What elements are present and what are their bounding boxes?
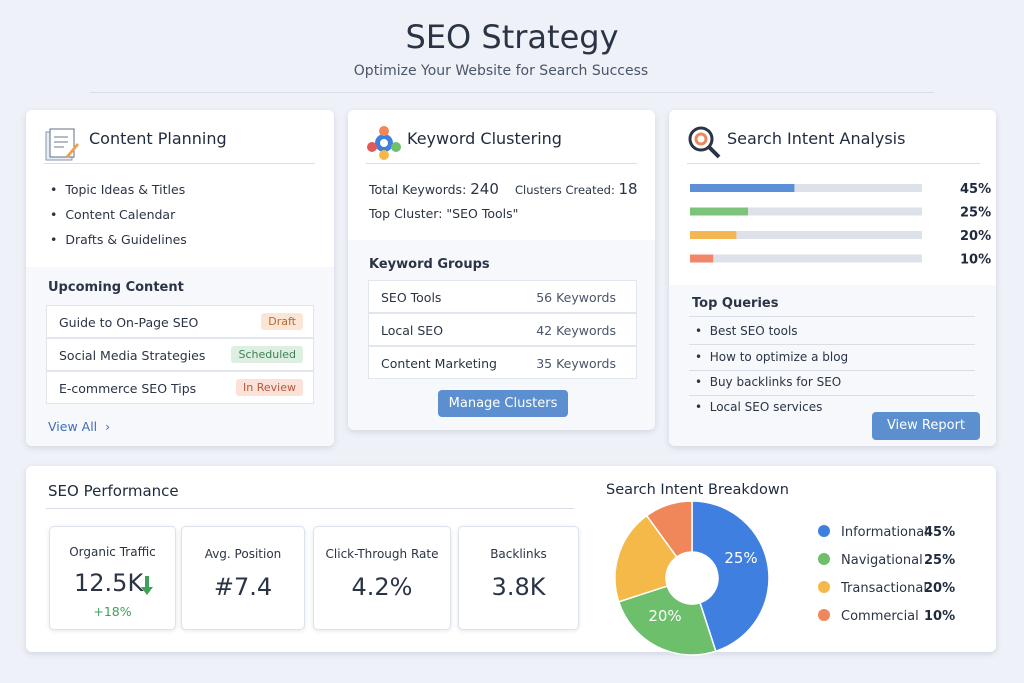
query-item: • Buy backlinks for SEO: [695, 375, 842, 389]
metric-change: +18%: [93, 604, 132, 619]
query-text: How to optimize a blog: [709, 350, 849, 364]
row-title: Guide to On-Page SEO: [59, 315, 199, 330]
group-count: 35 Keywords: [536, 356, 616, 371]
query-item: • How to optimize a blog: [695, 350, 849, 364]
metric-card: Avg. Position #7.4: [181, 526, 305, 630]
item-text: Topic Ideas & Titles: [65, 182, 186, 197]
group-row[interactable]: Content Marketing 35 Keywords: [368, 346, 637, 379]
stat: Top Cluster: "SEO Tools": [369, 206, 518, 221]
group-row[interactable]: SEO Tools 56 Keywords: [368, 280, 637, 313]
query-item: • Best SEO tools: [695, 324, 798, 338]
metric-label: Backlinks: [490, 547, 547, 561]
metric-value: 3.8K: [491, 573, 546, 601]
list-item: • Topic Ideas & Titles: [50, 182, 186, 197]
group-name: SEO Tools: [381, 290, 442, 305]
section-title: SEO Performance: [48, 482, 179, 500]
upcoming-row[interactable]: Guide to On-Page SEO Draft: [46, 305, 314, 338]
metric-label: Organic Traffic: [69, 545, 156, 559]
upcoming-row[interactable]: Social Media Strategies Scheduled: [46, 338, 314, 371]
metric-value: #7.4: [213, 573, 273, 601]
group-name: Local SEO: [381, 323, 444, 338]
section-title: Keyword Groups: [369, 257, 490, 272]
stat-label: Clusters Created:: [515, 183, 615, 197]
link-text: View All: [48, 419, 98, 434]
view-report-button[interactable]: View Report: [872, 412, 980, 440]
performance-card: SEO Performance Organic Traffic 12.5K +18%…: [26, 466, 996, 652]
metric-card: Backlinks 3.8K: [458, 526, 579, 630]
breakdown-title: Search Intent Breakdown: [606, 482, 789, 498]
row-title: E-commerce SEO Tips: [59, 381, 197, 396]
card-title: Keyword Clustering: [407, 129, 562, 148]
metric-value: 4.2%: [351, 573, 413, 601]
metric-card: Organic Traffic 12.5K +18%: [49, 526, 176, 630]
list-item: • Drafts & Guidelines: [50, 232, 187, 247]
stat-value: 240: [470, 180, 499, 198]
cluster-icon: [367, 126, 401, 160]
keyword-clustering-card: Keyword Clustering Total Keywords: 240 C…: [348, 110, 655, 430]
card-title: Content Planning: [89, 129, 227, 148]
stat-value: "SEO Tools": [446, 206, 519, 221]
down-arrow-icon: [141, 576, 153, 595]
group-count: 42 Keywords: [536, 323, 616, 338]
stat-value: 18: [618, 180, 638, 198]
view-all-link[interactable]: View All ›: [48, 419, 111, 434]
metric-label: Click-Through Rate: [325, 547, 439, 561]
item-text: Content Calendar: [65, 207, 176, 222]
metric-card: Click-Through Rate 4.2%: [313, 526, 451, 630]
notebook-icon: [45, 128, 79, 161]
stat-label: Total Keywords:: [369, 182, 467, 197]
group-row[interactable]: Local SEO 42 Keywords: [368, 313, 637, 346]
query-text: Best SEO tools: [709, 324, 798, 338]
row-title: Social Media Strategies: [59, 348, 206, 363]
section-title: Upcoming Content: [48, 280, 184, 295]
divider: [90, 92, 934, 93]
list-item: • Content Calendar: [50, 207, 176, 222]
stat: Total Keywords: 240: [369, 180, 499, 198]
stat: Clusters Created: 18: [515, 180, 638, 198]
query-text: Local SEO services: [709, 400, 823, 414]
page-subtitle: Optimize Your Website for Search Success: [353, 63, 649, 79]
status-tag: In Review: [236, 379, 303, 396]
metric-label: Avg. Position: [204, 547, 282, 561]
manage-clusters-button[interactable]: Manage Clusters: [438, 390, 568, 417]
stat-label: Top Cluster:: [369, 206, 443, 221]
group-count: 56 Keywords: [536, 290, 616, 305]
magnifier-icon: [688, 126, 721, 159]
status-tag: Draft: [261, 313, 303, 330]
query-item: • Local SEO services: [695, 400, 823, 414]
status-tag: Scheduled: [231, 346, 303, 363]
search-intent-card: Search Intent Analysis Top Queries • Bes…: [669, 110, 996, 446]
upcoming-row[interactable]: E-commerce SEO Tips In Review: [46, 371, 314, 404]
metric-value: 12.5K: [74, 569, 144, 597]
item-text: Drafts & Guidelines: [65, 232, 187, 247]
card-title: Search Intent Analysis: [727, 129, 906, 148]
section-title: Top Queries: [692, 296, 779, 311]
query-text: Buy backlinks for SEO: [709, 375, 842, 389]
page-title: SEO Strategy: [405, 18, 619, 56]
group-name: Content Marketing: [381, 356, 497, 371]
content-planning-card: Content Planning • Topic Ideas & Titles …: [26, 110, 334, 446]
